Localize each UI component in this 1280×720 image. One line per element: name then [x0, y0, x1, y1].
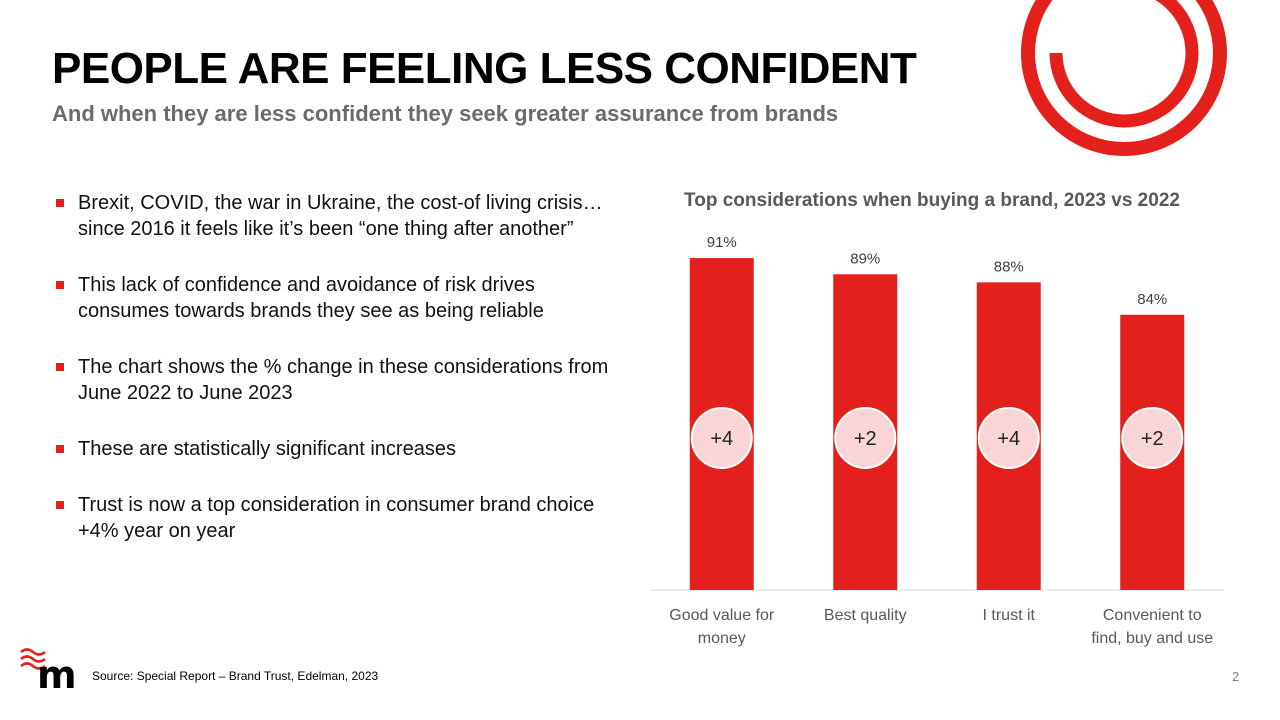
x-tick-label: find, buy and use — [1091, 630, 1213, 647]
bullet-marker — [56, 445, 64, 453]
change-label: +2 — [1141, 428, 1164, 450]
bullet-text: This lack of confidence and avoidance of… — [78, 274, 544, 322]
change-label: +2 — [854, 428, 877, 450]
bullet-marker — [56, 501, 64, 509]
x-tick-label: money — [698, 630, 746, 647]
change-badge — [690, 407, 753, 469]
bullet-marker — [56, 363, 64, 371]
x-tick-label: I trust it — [983, 607, 1036, 624]
change-badge — [1121, 407, 1184, 469]
change-label: +4 — [997, 428, 1020, 450]
change-badge — [977, 407, 1040, 469]
brand-logo: m — [20, 648, 77, 692]
data-label: 88% — [994, 258, 1024, 275]
bullet-text: These are statistically significant incr… — [78, 438, 456, 460]
bullet-item: Trust is now a top consideration in cons… — [52, 492, 612, 544]
bullet-marker — [56, 281, 64, 289]
page-number: 2 — [1232, 669, 1240, 684]
bullet-item: The chart shows the % change in these co… — [52, 354, 612, 406]
change-label: +4 — [710, 428, 733, 450]
bullet-item: These are statistically significant incr… — [52, 436, 612, 462]
data-label: 89% — [850, 250, 880, 267]
data-label: 91% — [707, 234, 737, 251]
slide-title: PEOPLE ARE FEELING LESS CONFIDENT — [52, 44, 917, 93]
bullet-item: Brexit, COVID, the war in Ukraine, the c… — [52, 190, 612, 242]
bullet-list: Brexit, COVID, the war in Ukraine, the c… — [52, 190, 612, 574]
x-tick-label: Convenient to — [1103, 607, 1202, 624]
concentric-rings-decoration — [1021, 0, 1227, 156]
change-badge — [834, 407, 897, 469]
bullet-item: This lack of confidence and avoidance of… — [52, 272, 612, 324]
bullet-text: Brexit, COVID, the war in Ukraine, the c… — [78, 192, 603, 240]
source-citation: Source: Special Report – Brand Trust, Ed… — [92, 669, 379, 683]
bullet-text: The chart shows the % change in these co… — [78, 356, 609, 404]
bar-chart: 91% +4 Good value for money 89% +2 Best qualit… — [650, 234, 1224, 647]
svg-text:m: m — [37, 653, 77, 692]
bullet-text: Trust is now a top consideration in cons… — [78, 494, 595, 542]
x-tick-label: Good value for — [669, 607, 775, 624]
data-label: 84% — [1137, 291, 1167, 308]
chart-title: Top considerations when buying a brand, … — [684, 190, 1180, 211]
x-tick-label: Best quality — [824, 607, 907, 624]
bullet-marker — [56, 199, 64, 207]
slide-subtitle: And when they are less confident they se… — [52, 101, 839, 126]
